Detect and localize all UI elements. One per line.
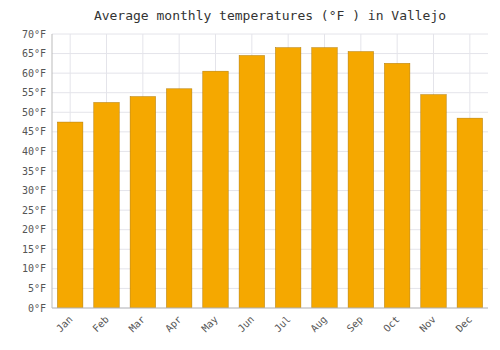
x-tick-label: Jun — [236, 314, 257, 335]
x-tick-label: Feb — [90, 314, 111, 335]
x-tick-label: Mar — [127, 314, 148, 335]
chart-title: Average monthly temperatures (°F ) in Va… — [94, 8, 446, 23]
x-tick-label: Aug — [308, 314, 329, 335]
x-tick-label: Dec — [454, 314, 475, 335]
grid — [52, 34, 488, 308]
bar — [384, 63, 409, 308]
y-grid-line — [52, 73, 488, 74]
x-axis-line — [52, 308, 488, 309]
bar — [239, 56, 264, 308]
x-tick-label: Oct — [381, 314, 402, 335]
y-tick-label: 15°F — [22, 244, 46, 255]
y-tick-label: 60°F — [22, 68, 46, 79]
y-tick-label: 0°F — [28, 303, 46, 314]
bars — [57, 48, 482, 308]
x-tick-label: Nov — [417, 314, 438, 335]
y-grid-line — [52, 34, 488, 35]
axes: 0°F 5°F 10°F 15°F 20°F 25°F 30°F 35°F 40°F 45°F 50… — [22, 29, 474, 335]
bar — [94, 103, 119, 309]
y-tick-label: 50°F — [22, 107, 46, 118]
x-tick-label: Jan — [54, 314, 75, 335]
bar — [275, 48, 300, 308]
chart-svg: Average monthly temperatures (°F ) in Va… — [0, 0, 500, 350]
x-tick-label: Apr — [163, 314, 184, 335]
bar — [203, 71, 228, 308]
y-tick-label: 20°F — [22, 224, 46, 235]
x-tick-label: Jul — [272, 314, 293, 335]
y-tick-label: 70°F — [22, 29, 46, 40]
y-tick-label: 40°F — [22, 146, 46, 157]
y-grid-line — [52, 308, 488, 309]
bar — [57, 122, 82, 308]
bar — [421, 95, 446, 308]
chart-container: Average monthly temperatures (°F ) in Va… — [0, 0, 500, 350]
bar — [312, 48, 337, 308]
y-grid-line — [52, 92, 488, 93]
y-tick-label: 35°F — [22, 166, 46, 177]
bar — [130, 97, 155, 308]
y-axis-line — [52, 34, 53, 308]
y-grid-line — [52, 53, 488, 54]
bar — [457, 118, 482, 308]
y-tick-label: 65°F — [22, 48, 46, 59]
y-tick-label: 55°F — [22, 87, 46, 98]
y-tick-label: 45°F — [22, 126, 46, 137]
bar — [348, 52, 373, 308]
x-tick-label: May — [199, 314, 220, 335]
y-tick-label: 10°F — [22, 263, 46, 274]
x-tick-label: Sep — [345, 314, 366, 335]
y-tick-label: 5°F — [28, 283, 46, 294]
y-tick-label: 25°F — [22, 205, 46, 216]
bar — [166, 89, 191, 308]
y-tick-label: 30°F — [22, 185, 46, 196]
